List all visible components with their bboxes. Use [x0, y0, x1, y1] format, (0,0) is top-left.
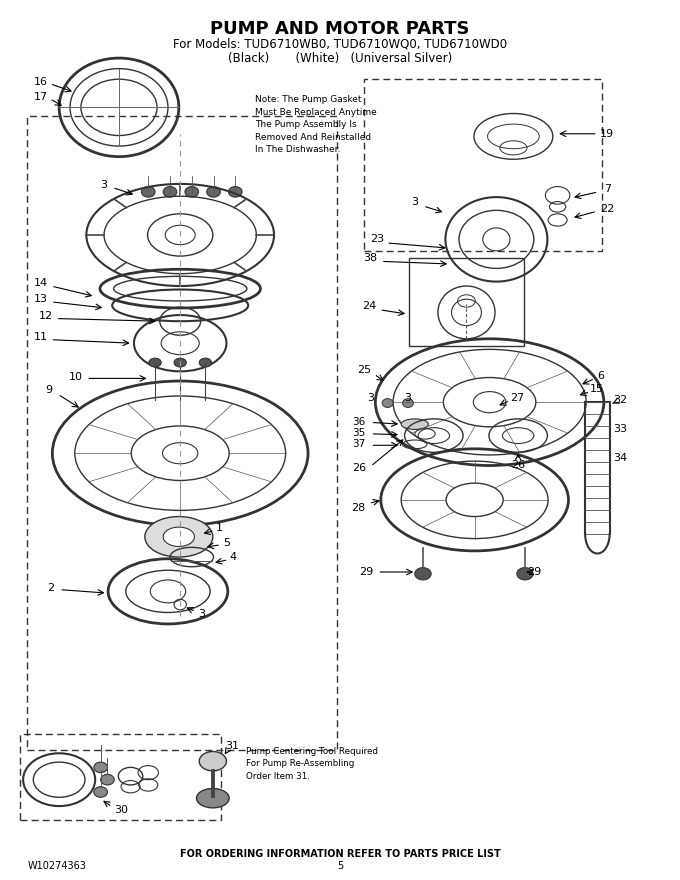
- Bar: [409, 258, 524, 346]
- Ellipse shape: [145, 517, 213, 557]
- Ellipse shape: [199, 358, 211, 367]
- Text: 1: 1: [216, 523, 222, 533]
- Ellipse shape: [163, 187, 177, 197]
- Text: 17: 17: [34, 92, 48, 102]
- Bar: [364, 79, 602, 251]
- Bar: [27, 116, 337, 750]
- Text: 3: 3: [367, 392, 374, 403]
- Text: 15: 15: [590, 384, 604, 394]
- Text: 13: 13: [34, 294, 48, 304]
- Text: 35: 35: [352, 428, 366, 438]
- Text: 5: 5: [223, 538, 230, 548]
- Text: For Models: TUD6710WB0, TUD6710WQ0, TUD6710WD0: For Models: TUD6710WB0, TUD6710WQ0, TUD6…: [173, 38, 507, 50]
- Text: 29: 29: [527, 567, 541, 577]
- Text: 4: 4: [230, 552, 237, 562]
- Text: 3: 3: [100, 180, 107, 190]
- Ellipse shape: [149, 358, 161, 367]
- Text: 24: 24: [362, 301, 376, 312]
- Text: 16: 16: [34, 77, 48, 87]
- Ellipse shape: [101, 774, 114, 785]
- Ellipse shape: [141, 187, 155, 197]
- Text: 2: 2: [48, 583, 54, 593]
- Text: 3: 3: [405, 392, 411, 403]
- Text: 6: 6: [598, 370, 605, 381]
- Ellipse shape: [228, 187, 242, 197]
- Text: 14: 14: [34, 278, 48, 289]
- Ellipse shape: [207, 187, 220, 197]
- Ellipse shape: [401, 419, 428, 429]
- Ellipse shape: [415, 568, 431, 580]
- Text: 31: 31: [226, 741, 239, 752]
- Text: 28: 28: [352, 502, 365, 513]
- Text: 5: 5: [337, 861, 343, 871]
- Ellipse shape: [94, 762, 107, 773]
- Bar: [20, 734, 221, 820]
- Ellipse shape: [185, 187, 199, 197]
- Text: 29: 29: [359, 567, 373, 577]
- Text: 33: 33: [613, 424, 627, 435]
- Text: PUMP AND MOTOR PARTS: PUMP AND MOTOR PARTS: [210, 20, 470, 38]
- Text: 23: 23: [370, 234, 384, 245]
- Text: 3: 3: [199, 609, 205, 620]
- Text: Note: The Pump Gasket
Must Be Replaced Anytime
The Pump Assembly Is
Removed And : Note: The Pump Gasket Must Be Replaced A…: [255, 95, 377, 154]
- Text: 26: 26: [352, 463, 366, 473]
- Text: (Black)       (White)   (Universal Silver): (Black) (White) (Universal Silver): [228, 52, 452, 64]
- Text: 37: 37: [352, 439, 366, 450]
- Ellipse shape: [517, 568, 533, 580]
- Text: 3: 3: [411, 197, 418, 208]
- Text: 34: 34: [613, 452, 627, 463]
- Text: 12: 12: [39, 311, 53, 321]
- Text: W10274363: W10274363: [27, 861, 86, 871]
- Ellipse shape: [174, 358, 186, 367]
- Ellipse shape: [163, 527, 194, 546]
- Text: 38: 38: [364, 253, 377, 263]
- Text: 25: 25: [358, 364, 371, 375]
- Ellipse shape: [199, 752, 226, 771]
- Text: 32: 32: [613, 394, 627, 405]
- Text: FOR ORDERING INFORMATION REFER TO PARTS PRICE LIST: FOR ORDERING INFORMATION REFER TO PARTS …: [180, 848, 500, 859]
- Text: 7: 7: [604, 184, 611, 194]
- Text: Pump Centering Tool Required
For Pump Re-Assembling
Order Item 31.: Pump Centering Tool Required For Pump Re…: [246, 747, 378, 781]
- Text: 11: 11: [34, 332, 48, 342]
- Text: 36: 36: [352, 416, 366, 427]
- Ellipse shape: [94, 787, 107, 797]
- Text: 26: 26: [511, 459, 525, 470]
- Ellipse shape: [403, 399, 413, 407]
- Text: 27: 27: [510, 392, 524, 403]
- Text: 9: 9: [46, 385, 52, 395]
- Text: 10: 10: [69, 371, 83, 382]
- Text: 19: 19: [600, 128, 614, 139]
- Text: 22: 22: [600, 204, 614, 215]
- Text: 30: 30: [114, 804, 128, 815]
- Ellipse shape: [197, 788, 229, 808]
- Ellipse shape: [382, 399, 393, 407]
